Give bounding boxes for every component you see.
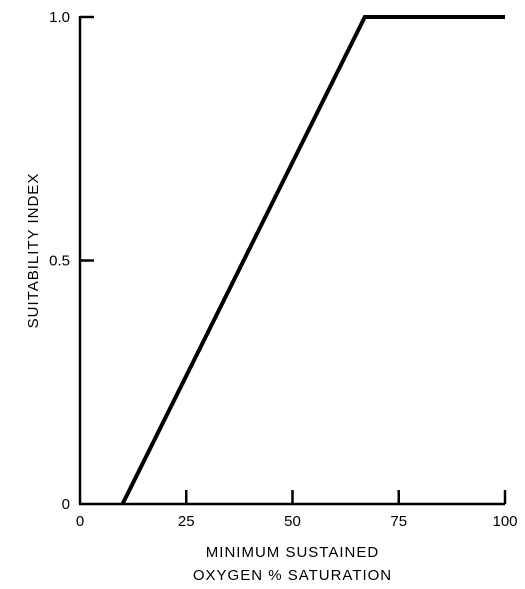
y-tick-label: 0 xyxy=(62,496,70,513)
x-axis-title-line-1: MINIMUM SUSTAINED xyxy=(206,544,379,561)
axes xyxy=(78,16,505,506)
y-tick-label: 1.0 xyxy=(49,9,70,26)
x-axis-title-line-2: OXYGEN % SATURATION xyxy=(193,567,392,584)
series-group xyxy=(120,15,505,505)
x-tick-label: 0 xyxy=(76,513,84,530)
x-tick-label: 25 xyxy=(178,513,195,530)
y-axis-title: SUITABILITY INDEX xyxy=(25,173,42,329)
x-ticks: 0 25 50 75 100 xyxy=(76,490,518,530)
y-tick-label: 0.5 xyxy=(49,253,70,270)
series-line xyxy=(120,15,505,505)
y-ticks: 0 0.5 1.0 xyxy=(49,9,94,513)
x-tick-label: 75 xyxy=(390,513,407,530)
x-tick-label: 50 xyxy=(284,513,301,530)
x-tick-label: 100 xyxy=(492,513,517,530)
